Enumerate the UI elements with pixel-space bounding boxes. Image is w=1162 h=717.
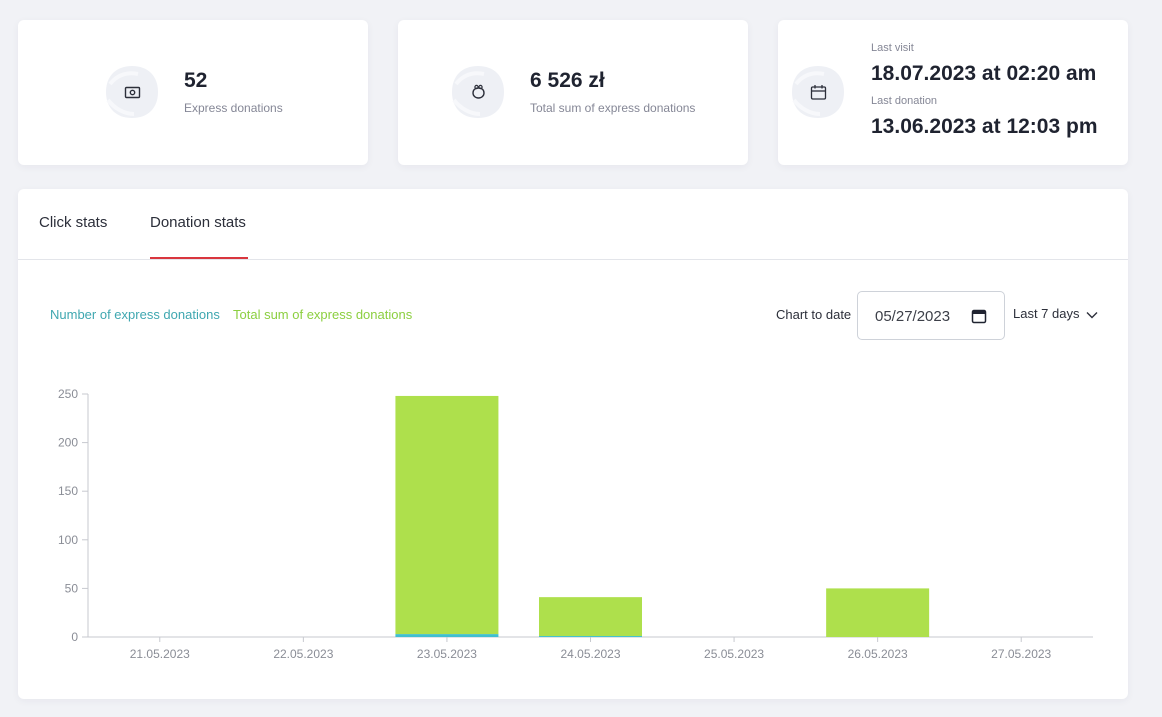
legend-express-count[interactable]: Number of express donations	[50, 307, 220, 322]
calendar-picker-icon[interactable]	[971, 308, 987, 324]
calendar-icon	[810, 85, 827, 100]
y-tick-label: 200	[58, 436, 78, 450]
money-icon	[124, 86, 141, 99]
last-donation-value: 13.06.2023 at 12:03 pm	[871, 115, 1098, 138]
express-donations-value: 52	[184, 69, 208, 92]
tab-donation-stats[interactable]: Donation stats	[150, 214, 246, 231]
y-tick-label: 0	[71, 630, 78, 644]
money-icon-badge	[104, 64, 160, 120]
y-tick-label: 100	[58, 533, 78, 547]
y-tick-label: 50	[65, 581, 79, 595]
x-tick-label: 24.05.2023	[560, 647, 620, 661]
tab-click-stats[interactable]: Click stats	[39, 214, 108, 231]
icon-background	[452, 66, 504, 118]
x-tick-label: 26.05.2023	[848, 647, 908, 661]
chart-date-input[interactable]: 05/27/2023	[857, 291, 1005, 340]
range-select[interactable]: Last 7 days	[1013, 306, 1098, 321]
icon-background	[792, 66, 844, 118]
bar-count	[395, 634, 499, 637]
piggy-bank-icon-badge	[450, 64, 506, 120]
express-sum-value: 6 526 zł	[530, 69, 605, 92]
express-sum-card: 6 526 zł Total sum of express donations	[398, 20, 748, 165]
last-visit-label: Last visit	[871, 42, 914, 54]
express-sum-label: Total sum of express donations	[530, 101, 696, 115]
bar-sum	[539, 597, 642, 637]
visits-card: Last visit 18.07.2023 at 02:20 am Last d…	[778, 20, 1128, 165]
calendar-icon-badge	[790, 64, 846, 120]
stats-tabs: Click stats Donation stats	[18, 189, 1128, 260]
y-tick-label: 150	[58, 484, 78, 498]
x-tick-label: 25.05.2023	[704, 647, 764, 661]
donation-chart: 0 50 100 150 200 250 21.05.2023 22.05.2023 23.05…	[58, 387, 1093, 661]
active-tab-indicator	[150, 257, 248, 259]
bar-sum	[826, 588, 930, 637]
piggy-bank-icon	[472, 84, 485, 99]
last-donation-label: Last donation	[871, 95, 938, 107]
stats-panel: Click stats Donation stats Number of exp…	[18, 189, 1128, 699]
x-tick-label: 27.05.2023	[991, 647, 1051, 661]
bar-sum	[395, 395, 499, 635]
express-donations-label: Express donations	[184, 101, 283, 115]
chart-date-value: 05/27/2023	[875, 308, 951, 325]
express-donations-card: 52 Express donations	[18, 20, 368, 165]
legend-express-sum[interactable]: Total sum of express donations	[233, 307, 413, 322]
x-tick-label: 22.05.2023	[273, 647, 333, 661]
y-tick-label: 250	[58, 387, 78, 401]
last-visit-value: 18.07.2023 at 02:20 am	[871, 62, 1097, 85]
chevron-down-icon	[1086, 312, 1098, 319]
x-tick-label: 21.05.2023	[130, 647, 190, 661]
icon-background	[106, 66, 158, 118]
range-select-value: Last 7 days	[1013, 306, 1080, 321]
x-tick-label: 23.05.2023	[417, 647, 477, 661]
chart-to-date-label: Chart to date	[776, 307, 852, 322]
bar-count	[539, 636, 642, 637]
